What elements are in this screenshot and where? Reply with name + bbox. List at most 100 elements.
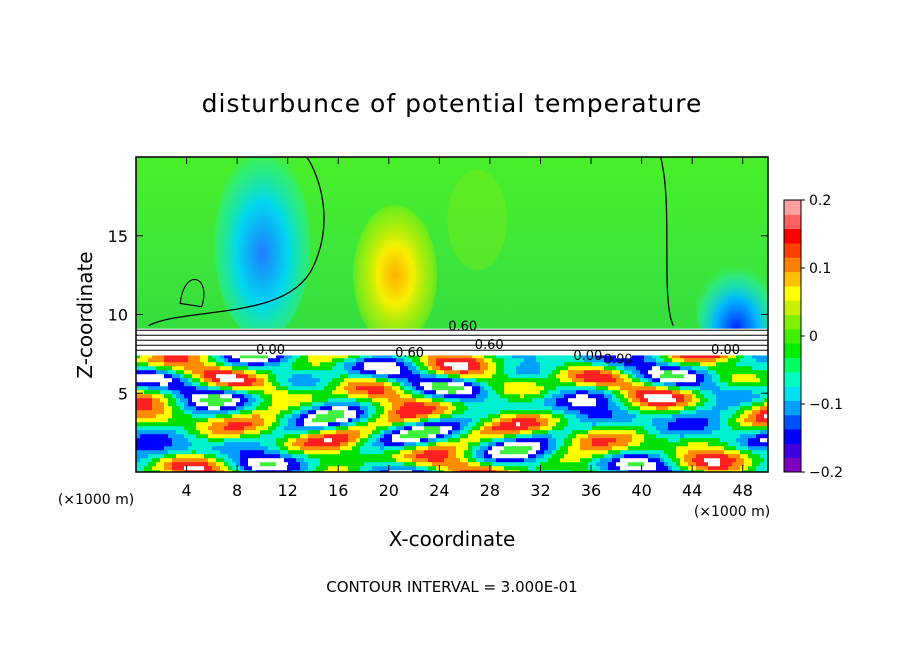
field-cell <box>620 422 625 427</box>
field-cell <box>620 374 625 379</box>
field-cell <box>488 442 493 447</box>
field-cell <box>424 354 429 359</box>
field-cell <box>460 434 465 439</box>
field-cell <box>148 414 153 419</box>
field-cell <box>708 358 713 363</box>
field-cell <box>408 394 413 399</box>
field-cell <box>624 386 629 391</box>
field-cell <box>208 454 213 459</box>
field-cell <box>524 386 529 391</box>
field-cell <box>564 374 569 379</box>
field-cell <box>148 402 153 407</box>
field-cell <box>392 398 397 403</box>
field-cell <box>200 414 205 419</box>
field-cell <box>648 374 653 379</box>
field-cell <box>368 390 373 395</box>
field-cell <box>380 414 385 419</box>
field-cell <box>360 386 365 391</box>
field-cell <box>696 370 701 375</box>
field-cell <box>448 442 453 447</box>
field-cell <box>628 382 633 387</box>
field-cell <box>540 410 545 415</box>
field-cell <box>256 358 261 363</box>
field-cell <box>248 394 253 399</box>
field-cell <box>596 354 601 359</box>
field-cell <box>460 438 465 443</box>
field-cell <box>136 442 141 447</box>
field-cell <box>608 422 613 427</box>
field-cell <box>172 374 177 379</box>
field-cell <box>640 398 645 403</box>
field-cell <box>468 362 473 367</box>
field-cell <box>148 454 153 459</box>
field-cell <box>380 370 385 375</box>
field-cell <box>248 430 253 435</box>
field-cell <box>400 426 405 431</box>
field-cell <box>732 450 737 455</box>
field-cell <box>352 446 357 451</box>
field-cell <box>712 378 717 383</box>
field-cell <box>576 434 581 439</box>
field-cell <box>688 382 693 387</box>
field-cell <box>428 378 433 383</box>
field-cell <box>296 406 301 411</box>
field-cell <box>656 422 661 427</box>
field-cell <box>668 446 673 451</box>
field-cell <box>340 454 345 459</box>
field-cell <box>172 386 177 391</box>
field-cell <box>248 366 253 371</box>
field-cell <box>728 374 733 379</box>
field-cell <box>364 410 369 415</box>
field-cell <box>756 354 761 359</box>
field-cell <box>608 406 613 411</box>
field-cell <box>616 410 621 415</box>
field-cell <box>536 430 541 435</box>
field-cell <box>620 430 625 435</box>
field-cell <box>476 418 481 423</box>
field-cell <box>756 358 761 363</box>
field-cell <box>204 414 209 419</box>
field-cell <box>684 422 689 427</box>
field-cell <box>524 426 529 431</box>
field-cell <box>424 366 429 371</box>
field-cell <box>140 390 145 395</box>
field-cell <box>324 386 329 391</box>
field-cell <box>436 374 441 379</box>
field-cell <box>580 374 585 379</box>
field-cell <box>172 434 177 439</box>
field-cell <box>200 418 205 423</box>
field-cell <box>284 354 289 359</box>
field-cell <box>256 438 261 443</box>
field-cell <box>328 390 333 395</box>
field-cell <box>380 382 385 387</box>
field-cell <box>372 422 377 427</box>
field-cell <box>544 446 549 451</box>
field-cell <box>524 394 529 399</box>
field-cell <box>476 398 481 403</box>
field-cell <box>728 434 733 439</box>
field-cell <box>168 370 173 375</box>
field-cell <box>444 434 449 439</box>
field-cell <box>700 430 705 435</box>
field-cell <box>584 410 589 415</box>
field-cell <box>704 398 709 403</box>
field-cell <box>216 394 221 399</box>
field-cell <box>520 422 525 427</box>
field-cell <box>764 366 768 371</box>
field-cell <box>408 358 413 363</box>
field-cell <box>504 374 509 379</box>
field-cell <box>648 430 653 435</box>
field-cell <box>576 362 581 367</box>
field-cell <box>216 434 221 439</box>
field-cell <box>220 366 225 371</box>
field-cell <box>460 450 465 455</box>
field-cell <box>320 382 325 387</box>
field-cell <box>748 362 753 367</box>
field-cell <box>644 410 649 415</box>
field-cell <box>448 414 453 419</box>
field-cell <box>504 362 509 367</box>
field-cell <box>576 426 581 431</box>
field-cell <box>148 370 153 375</box>
field-cell <box>192 370 197 375</box>
field-cell <box>476 430 481 435</box>
